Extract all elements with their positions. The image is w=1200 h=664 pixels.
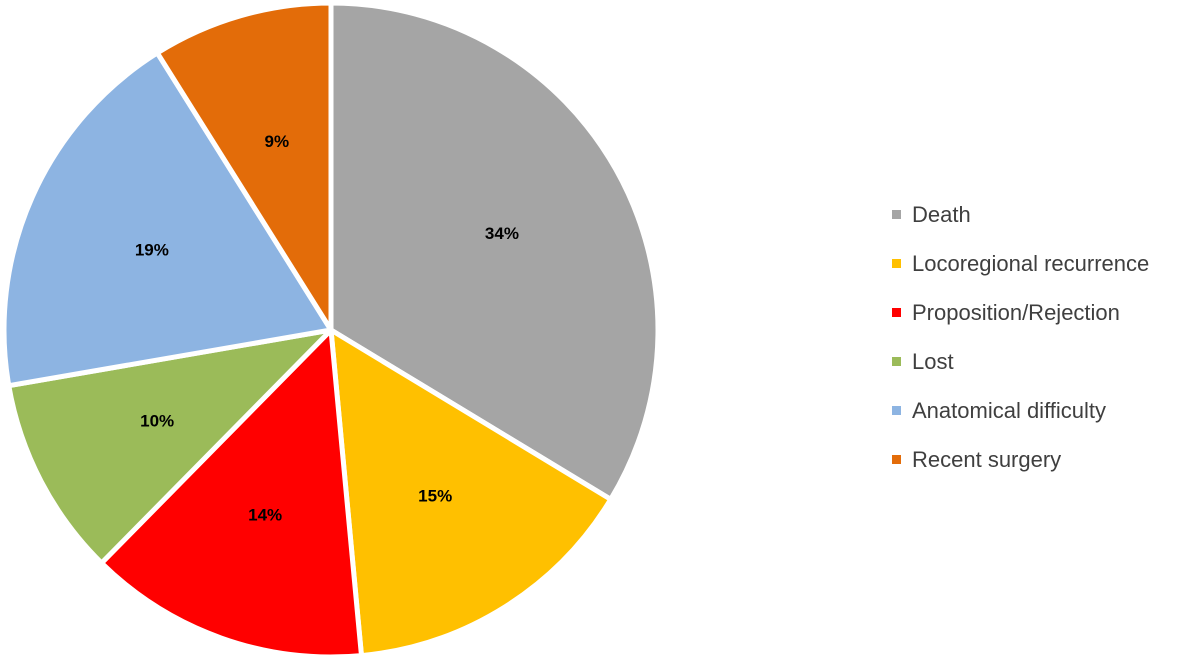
legend-swatch	[892, 406, 901, 415]
chart-legend: Death Locoregional recurrence Proposition/…	[892, 190, 1149, 484]
data-label-death: 34%	[485, 224, 519, 243]
legend-label: Recent surgery	[912, 446, 1062, 472]
pie-slice-proposition-rejection	[99, 327, 364, 660]
data-label-locoregional-recurrence: 15%	[418, 487, 452, 506]
legend-label: Anatomical difficulty	[912, 397, 1107, 423]
legend-item-death: Death	[892, 190, 1149, 239]
pie-slice-death	[328, 0, 661, 502]
legend-swatch	[892, 210, 901, 219]
legend-label: Lost	[912, 348, 954, 374]
legend-item-lost: Lost	[892, 337, 1149, 386]
legend-item-recent-surgery: Recent surgery	[892, 435, 1149, 484]
pie-plot-area: 34% 15% 14% 10% 19% 9%	[1, 0, 661, 660]
legend-swatch	[892, 259, 901, 268]
legend-label: Death	[912, 201, 971, 227]
pie-slice-recent-surgery	[154, 0, 334, 333]
pie-slice-anatomical-difficulty	[1, 50, 334, 389]
data-label-anatomical-difficulty: 19%	[135, 241, 169, 260]
legend-label: Proposition/Rejection	[912, 299, 1120, 325]
legend-item-proposition-rejection: Proposition/Rejection	[892, 288, 1149, 337]
legend-swatch	[892, 455, 901, 464]
data-label-recent-surgery: 9%	[265, 132, 290, 151]
legend-swatch	[892, 308, 901, 317]
pie-slice-lost	[6, 327, 334, 566]
legend-label: Locoregional recurrence	[912, 250, 1150, 276]
data-label-proposition-rejection: 14%	[248, 505, 282, 524]
legend-swatch	[892, 357, 901, 366]
legend-item-anatomical-difficulty: Anatomical difficulty	[892, 386, 1149, 435]
pie-slice-locoregional-recurrence	[328, 327, 614, 659]
data-label-lost: 10%	[140, 411, 174, 430]
legend-item-locoregional-recurrence: Locoregional recurrence	[892, 239, 1149, 288]
